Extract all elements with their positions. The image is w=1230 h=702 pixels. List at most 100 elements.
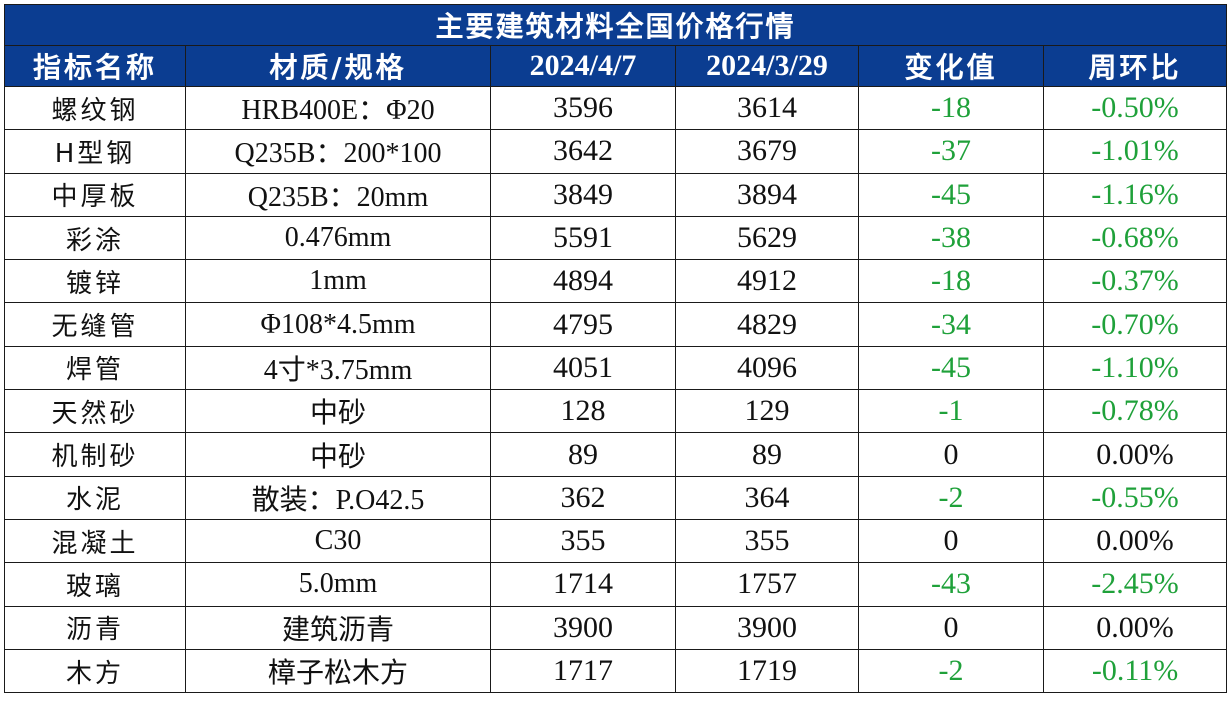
table-row: 中厚板 Q235B：20mm 3849 3894 -45 -1.16% (4, 172, 1228, 217)
cell-price-previous: 4912 (675, 259, 859, 304)
header-change: 变化值 (858, 45, 1044, 87)
cell-name: 沥青 (4, 605, 186, 650)
cell-change: -45 (858, 172, 1044, 217)
table-body: 螺纹钢 HRB400E：Φ20 3596 3614 -18 -0.50% H型钢 Q235B：… (4, 85, 1228, 694)
cell-name: 彩涂 (4, 215, 186, 261)
table-title: 主要建筑材料全国价格行情 (3, 4, 1228, 46)
cell-name: 螺纹钢 (4, 85, 186, 131)
cell-ratio: -0.68% (1042, 215, 1228, 261)
cell-price-current: 355 (490, 518, 676, 564)
cell-name: 水泥 (4, 475, 186, 520)
cell-spec: 中砂 (185, 389, 491, 434)
cell-ratio: -0.70% (1042, 302, 1228, 347)
cell-price-current: 128 (490, 389, 676, 434)
cell-name: 玻璃 (4, 562, 186, 607)
cell-ratio: -1.10% (1042, 345, 1228, 391)
cell-change: 0 (858, 518, 1044, 564)
cell-price-previous: 4096 (675, 345, 859, 391)
table-row: 焊管 4寸*3.75mm 4051 4096 -45 -1.10% (4, 345, 1228, 391)
cell-price-previous: 3894 (675, 172, 859, 217)
cell-ratio: -0.78% (1042, 389, 1228, 434)
cell-price-current: 1714 (490, 562, 676, 607)
cell-ratio: -0.50% (1042, 85, 1228, 131)
cell-name: 无缝管 (4, 302, 186, 347)
header-row: 指标名称 材质/规格 2024/4/7 2024/3/29 变化值 周环比 (4, 45, 1228, 87)
cell-spec: 4寸*3.75mm (185, 345, 491, 391)
table-row: 螺纹钢 HRB400E：Φ20 3596 3614 -18 -0.50% (4, 85, 1228, 131)
cell-price-current: 4795 (490, 302, 676, 347)
cell-change: 0 (858, 605, 1044, 650)
table-row: 无缝管 Φ108*4.5mm 4795 4829 -34 -0.70% (4, 302, 1228, 347)
cell-price-previous: 89 (675, 432, 859, 477)
header-date-previous: 2024/3/29 (675, 45, 859, 87)
cell-change: -38 (858, 215, 1044, 261)
cell-ratio: -1.16% (1042, 172, 1228, 217)
cell-name: 木方 (4, 648, 186, 694)
cell-change: -2 (858, 475, 1044, 520)
cell-ratio: -2.45% (1042, 562, 1228, 607)
cell-price-previous: 3900 (675, 605, 859, 650)
header-spec: 材质/规格 (185, 45, 491, 87)
cell-price-previous: 5629 (675, 215, 859, 261)
table-row: 镀锌 1mm 4894 4912 -18 -0.37% (4, 259, 1228, 304)
cell-spec: 樟子松木方 (185, 648, 491, 694)
table-row: 天然砂 中砂 128 129 -1 -0.78% (4, 389, 1228, 434)
cell-price-previous: 364 (675, 475, 859, 520)
cell-spec: HRB400E：Φ20 (185, 85, 491, 131)
cell-name: H型钢 (4, 129, 186, 174)
cell-change: -34 (858, 302, 1044, 347)
header-name: 指标名称 (4, 45, 186, 87)
cell-spec: 1mm (185, 259, 491, 304)
price-table: 主要建筑材料全国价格行情 指标名称 材质/规格 2024/4/7 2024/3/… (3, 4, 1228, 694)
cell-price-current: 3642 (490, 129, 676, 174)
cell-change: -45 (858, 345, 1044, 391)
table-row: 彩涂 0.476mm 5591 5629 -38 -0.68% (4, 215, 1228, 261)
cell-price-current: 4051 (490, 345, 676, 391)
cell-price-current: 1717 (490, 648, 676, 694)
cell-name: 天然砂 (4, 389, 186, 434)
cell-name: 镀锌 (4, 259, 186, 304)
cell-price-current: 3849 (490, 172, 676, 217)
header-ratio: 周环比 (1042, 45, 1228, 87)
cell-change: -18 (858, 85, 1044, 131)
table-row: 混凝土 C30 355 355 0 0.00% (4, 518, 1228, 564)
cell-change: -37 (858, 129, 1044, 174)
cell-spec: Q235B：200*100 (185, 129, 491, 174)
cell-price-current: 362 (490, 475, 676, 520)
table-row: 玻璃 5.0mm 1714 1757 -43 -2.45% (4, 562, 1228, 607)
cell-ratio: 0.00% (1042, 518, 1228, 564)
cell-ratio: -0.55% (1042, 475, 1228, 520)
cell-name: 中厚板 (4, 172, 186, 217)
cell-price-current: 5591 (490, 215, 676, 261)
cell-price-previous: 355 (675, 518, 859, 564)
cell-price-previous: 3679 (675, 129, 859, 174)
cell-price-previous: 1757 (675, 562, 859, 607)
table-row: 木方 樟子松木方 1717 1719 -2 -0.11% (4, 648, 1228, 694)
cell-name: 焊管 (4, 345, 186, 391)
header-date-current: 2024/4/7 (490, 45, 676, 87)
cell-change: -1 (858, 389, 1044, 434)
title-row: 主要建筑材料全国价格行情 (3, 4, 1228, 46)
cell-ratio: -0.37% (1042, 259, 1228, 304)
cell-change: -2 (858, 648, 1044, 694)
cell-price-previous: 129 (675, 389, 859, 434)
table-row: 水泥 散装：P.O42.5 362 364 -2 -0.55% (4, 475, 1228, 520)
cell-spec: 0.476mm (185, 215, 491, 261)
cell-ratio: 0.00% (1042, 605, 1228, 650)
cell-change: 0 (858, 432, 1044, 477)
table-row: H型钢 Q235B：200*100 3642 3679 -37 -1.01% (4, 129, 1228, 174)
cell-price-current: 3596 (490, 85, 676, 131)
cell-name: 机制砂 (4, 432, 186, 477)
cell-spec: Q235B：20mm (185, 172, 491, 217)
cell-ratio: 0.00% (1042, 432, 1228, 477)
cell-ratio: -0.11% (1042, 648, 1228, 694)
cell-price-current: 3900 (490, 605, 676, 650)
cell-change: -18 (858, 259, 1044, 304)
cell-price-previous: 4829 (675, 302, 859, 347)
cell-name: 混凝土 (4, 518, 186, 564)
cell-price-previous: 3614 (675, 85, 859, 131)
cell-spec: C30 (185, 518, 491, 564)
cell-spec: 散装：P.O42.5 (185, 475, 491, 520)
cell-spec: 5.0mm (185, 562, 491, 607)
cell-ratio: -1.01% (1042, 129, 1228, 174)
